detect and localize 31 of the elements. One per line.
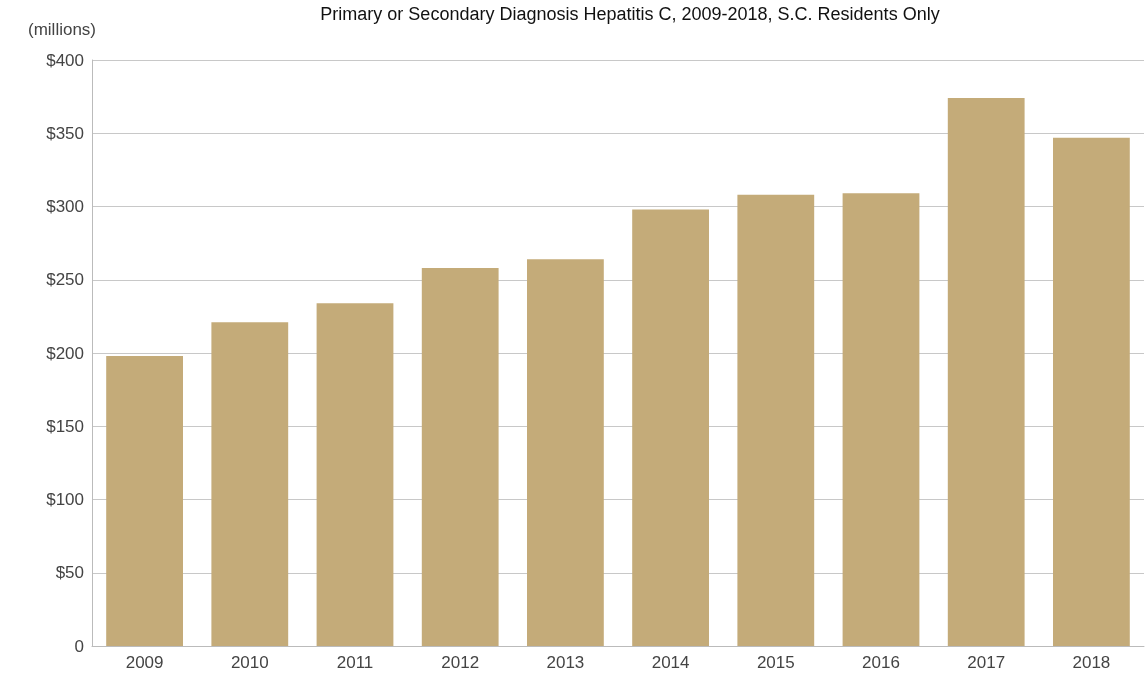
y-tick-label: 0 — [74, 636, 84, 656]
x-tick-label: 2012 — [441, 653, 480, 672]
chart-title: Primary or Secondary Diagnosis Hepatitis C, 2009-2018, S.C. Residents Only — [320, 4, 940, 24]
y-tick-label: $50 — [55, 563, 84, 583]
x-tick-label: 2009 — [125, 653, 164, 672]
y-tick-label: $150 — [46, 416, 84, 436]
y-tick-label: $300 — [46, 197, 84, 216]
x-tick-label: 2018 — [1072, 653, 1111, 672]
y-tick-label: $350 — [46, 123, 84, 143]
bar — [316, 303, 394, 646]
bar — [211, 322, 289, 646]
y-tick-label: $250 — [46, 270, 84, 290]
bar — [1053, 137, 1130, 646]
x-tick-label: 2017 — [967, 653, 1006, 672]
x-tick-label: 2011 — [336, 653, 374, 672]
x-tick-label: 2013 — [546, 653, 585, 672]
y-axis-title: (millions) — [28, 20, 96, 39]
x-tick-label: 2010 — [230, 653, 269, 672]
bar — [737, 194, 815, 646]
bar — [421, 268, 499, 646]
x-tick-label: 2016 — [862, 653, 900, 672]
bar — [842, 193, 920, 646]
y-tick-label: $200 — [46, 343, 84, 363]
x-tick-label: 2014 — [651, 653, 690, 672]
bar — [106, 355, 183, 646]
x-tick-label: 2015 — [756, 653, 795, 672]
y-tick-label: $400 — [46, 50, 84, 70]
bar — [527, 259, 604, 646]
bar — [632, 209, 709, 646]
y-tick-label: $100 — [46, 490, 84, 509]
bar — [947, 98, 1025, 646]
